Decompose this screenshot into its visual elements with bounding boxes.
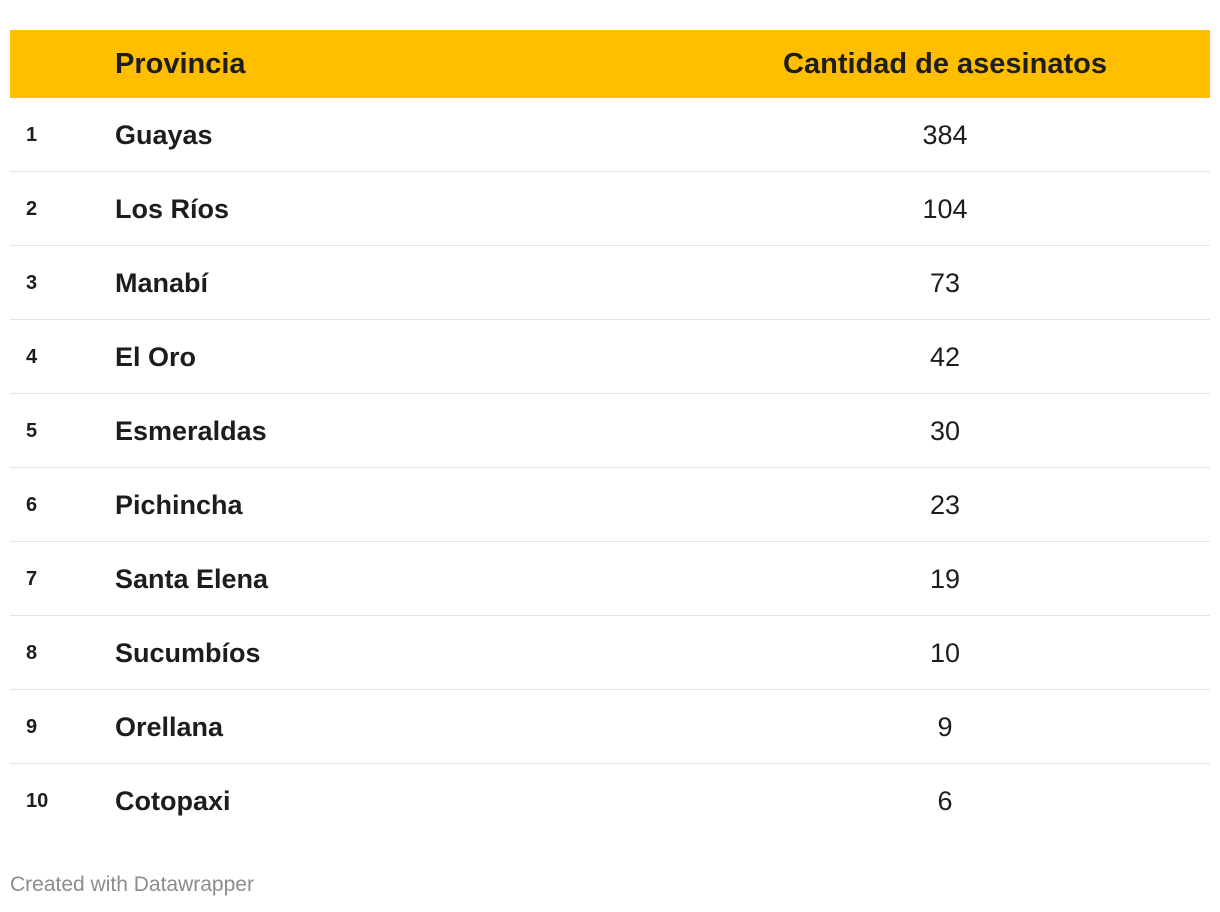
data-table: Provincia Cantidad de asesinatos 1 Guayas…	[10, 30, 1210, 838]
row-province: El Oro	[115, 342, 197, 372]
row-rank: 4	[26, 346, 38, 368]
table-row: 8 Sucumbíos 10	[10, 616, 1210, 690]
row-province: Cotopaxi	[115, 786, 231, 816]
row-rank: 9	[26, 716, 38, 738]
table-row: 5 Esmeraldas 30	[10, 394, 1210, 468]
row-value: 384	[922, 120, 968, 150]
row-value: 42	[929, 342, 961, 372]
row-rank: 2	[26, 198, 38, 220]
table-body: 1 Guayas 384 2 Los Ríos 104 3 Manabí 73 4 El Oro 42…	[10, 98, 1210, 838]
row-rank: 6	[26, 494, 38, 516]
row-rank: 3	[26, 272, 38, 294]
table-header: Provincia Cantidad de asesinatos	[10, 30, 1210, 98]
table-row: 2 Los Ríos 104	[10, 172, 1210, 246]
table-row: 3 Manabí 73	[10, 246, 1210, 320]
row-rank: 10	[26, 790, 49, 812]
row-province: Manabí	[115, 268, 209, 298]
row-value: 10	[929, 638, 961, 668]
row-province: Esmeraldas	[115, 416, 267, 446]
table-row: 10 Cotopaxi 6	[10, 764, 1210, 838]
row-value: 9	[937, 712, 953, 742]
row-value: 30	[929, 416, 961, 446]
column-header-count[interactable]: Cantidad de asesinatos	[783, 48, 1107, 80]
row-value: 73	[929, 268, 961, 298]
table-row: 9 Orellana 9	[10, 690, 1210, 764]
row-value: 6	[937, 786, 953, 816]
row-province: Guayas	[115, 120, 213, 150]
row-province: Los Ríos	[115, 194, 230, 224]
table-row: 1 Guayas 384	[10, 98, 1210, 172]
row-value: 19	[929, 564, 961, 594]
row-province: Sucumbíos	[115, 638, 261, 668]
row-rank: 8	[26, 642, 38, 664]
row-rank: 1	[26, 124, 38, 146]
table-row: 6 Pichincha 23	[10, 468, 1210, 542]
row-value: 23	[929, 490, 961, 520]
row-rank: 7	[26, 568, 38, 590]
row-value: 104	[922, 194, 968, 224]
table-row: 7 Santa Elena 19	[10, 542, 1210, 616]
row-rank: 5	[26, 420, 38, 442]
table-row: 4 El Oro 42	[10, 320, 1210, 394]
column-header-province[interactable]: Provincia	[115, 48, 246, 80]
row-province: Pichincha	[115, 490, 243, 520]
row-province: Santa Elena	[115, 564, 269, 594]
footer-credit: Created with Datawrapper	[10, 873, 254, 896]
row-province: Orellana	[115, 712, 224, 742]
